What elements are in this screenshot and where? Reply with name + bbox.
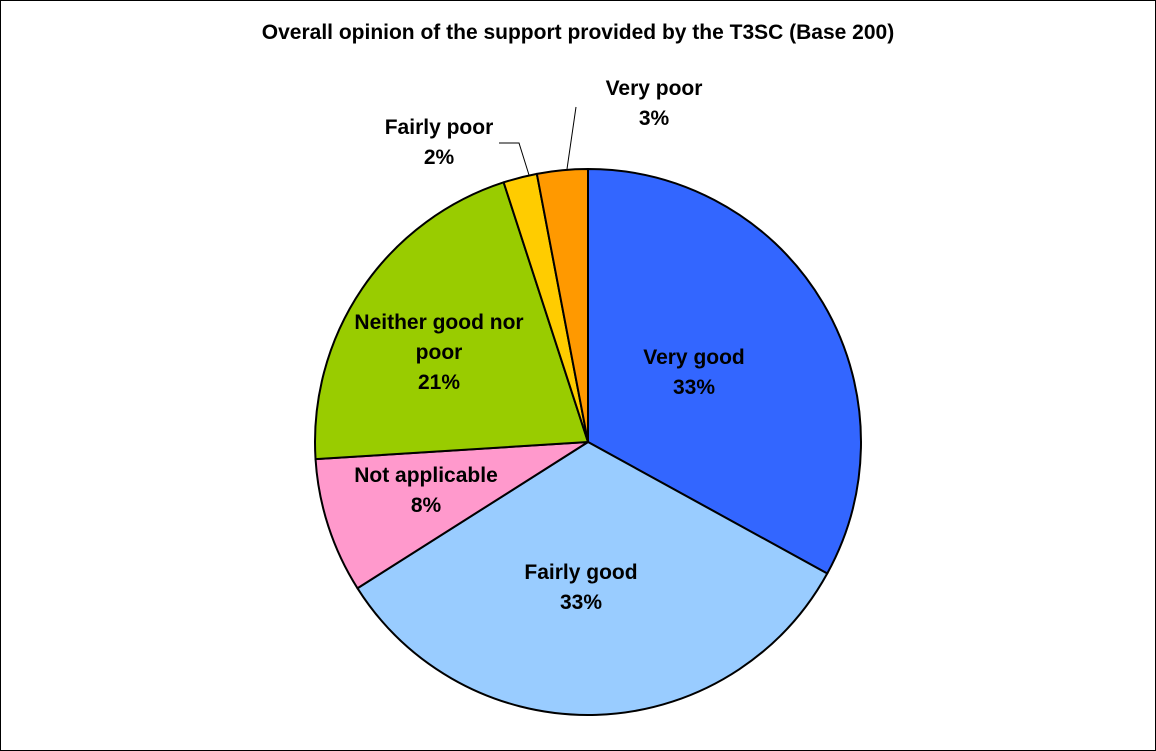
data-label-line: 2% bbox=[424, 146, 455, 169]
data-label-fairly-good: Fairly good 33% bbox=[524, 561, 637, 614]
data-label-line: Fairly good bbox=[524, 561, 637, 584]
data-label-line: Very poor bbox=[606, 77, 703, 100]
slice-fairly-good bbox=[356, 441, 829, 716]
data-label-very-poor: Very poor 3% bbox=[606, 77, 703, 130]
data-label-line: 33% bbox=[560, 591, 602, 614]
chart-title: Overall opinion of the support provided … bbox=[261, 21, 895, 44]
data-label-line: 21% bbox=[418, 371, 460, 394]
leader-line-fairly-poor bbox=[499, 142, 530, 176]
slice-neither-good-nor-poor bbox=[314, 181, 589, 461]
leader-line-very-poor bbox=[566, 106, 577, 170]
slice-very-good bbox=[587, 168, 862, 575]
data-label-line: Neither good nor bbox=[354, 311, 523, 334]
data-label-not-applicable: Not applicable 8% bbox=[354, 464, 498, 517]
data-label-line: Very good bbox=[643, 346, 745, 369]
data-label-line: Not applicable bbox=[354, 464, 498, 487]
slice-very-poor bbox=[535, 168, 589, 443]
data-label-line: poor bbox=[416, 341, 463, 364]
data-label-line: 33% bbox=[673, 376, 715, 399]
data-label-neither-good-nor-poor: Neither good nor poor 21% bbox=[354, 311, 523, 394]
data-label-line: 3% bbox=[639, 107, 670, 130]
data-label-line: 8% bbox=[411, 494, 442, 517]
slice-not-applicable bbox=[314, 441, 589, 590]
data-label-line: Fairly poor bbox=[385, 116, 494, 139]
data-label-very-good: Very good 33% bbox=[643, 346, 745, 399]
data-label-fairly-poor: Fairly poor 2% bbox=[385, 116, 494, 169]
